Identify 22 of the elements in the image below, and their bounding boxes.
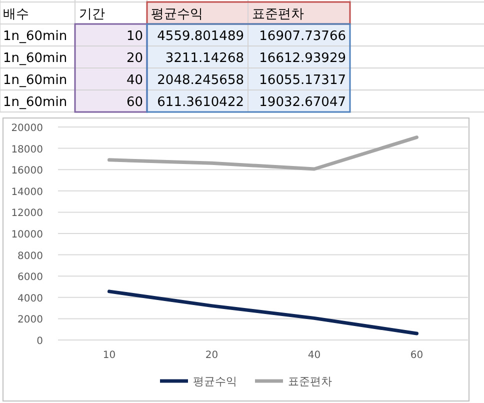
legend-item: 표준편차: [255, 375, 332, 388]
x-tick-label: 20: [205, 350, 218, 361]
y-tick-label: 16000: [11, 166, 43, 177]
legend-label: 표준편차: [288, 375, 332, 388]
y-tick-label: 4000: [18, 293, 43, 304]
y-tick-label: 20000: [11, 123, 43, 134]
line-series: [108, 136, 418, 171]
y-tick-label: 14000: [11, 186, 43, 198]
y-tick-label: 18000: [11, 144, 43, 156]
y-tick-label: 10000: [11, 230, 43, 240]
x-tick-label: 60: [410, 350, 424, 361]
line-series: [108, 290, 418, 336]
y-tick-label: 8000: [18, 250, 43, 262]
y-tick-label: 6000: [18, 272, 43, 284]
x-tick-label: 40: [308, 350, 321, 361]
legend-item: 평균수익: [160, 375, 237, 388]
y-tick-label: 12000: [11, 208, 43, 220]
x-tick-label: 10: [102, 350, 116, 361]
legend-label: 평균수익: [193, 375, 237, 388]
y-tick-label: 0: [36, 336, 43, 347]
y-tick-label: 2000: [18, 314, 43, 326]
table: 배수 기간 평균수익 표준편차 1n_60min 10 4559.801489 16907.73766 1n_60min 20 3211.14268 16612.93929 1n_60min 40 2048.245658 16055.17317 1n_60min 60 611.3610422 19032.67047: [0, 0, 484, 113]
